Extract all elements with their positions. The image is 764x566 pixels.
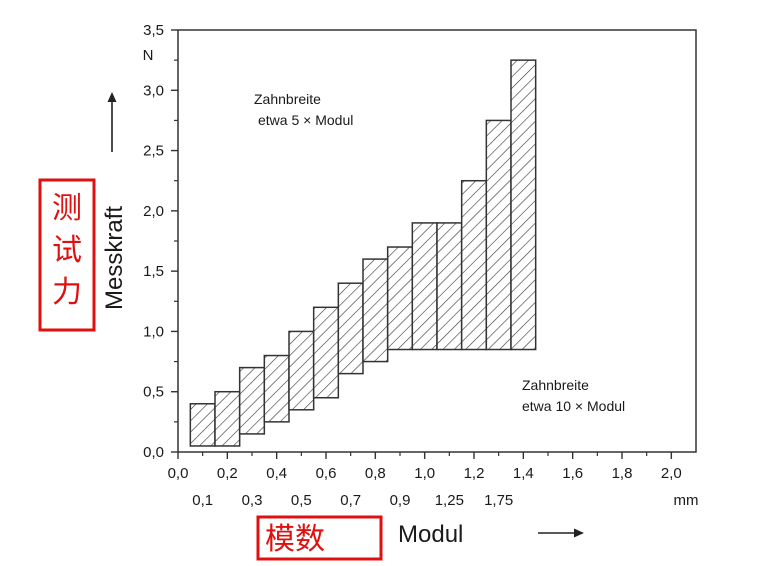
y-axis-arrow — [107, 92, 117, 152]
secondary-x-label: 1,25 — [435, 492, 464, 509]
x-tick-label: 0,4 — [266, 465, 287, 482]
svg-text:etwa 5 × Modul: etwa 5 × Modul — [258, 112, 353, 128]
secondary-x-label: 0,9 — [390, 492, 411, 509]
bar-0,2 — [214, 390, 241, 447]
y-tick-label: 3,0 — [143, 82, 164, 99]
y-axis-title: Messkraft — [101, 206, 128, 310]
y-tick-label: 1,0 — [143, 323, 164, 340]
bar-1 — [411, 222, 438, 351]
x-tick-label: 0,8 — [365, 465, 386, 482]
x-tick-label: 1,2 — [464, 465, 485, 482]
bars-group — [189, 59, 537, 447]
x-axis-title: Modul — [398, 521, 463, 548]
x-ticks: 0,0 0,2 0,4 0,6 0,8 1,0 1,2 1,4 1,6 1,8 2,0 — [168, 452, 682, 482]
y-tick-label: 0,5 — [143, 384, 164, 401]
secondary-x-label: 0,1 — [192, 492, 213, 509]
svg-text:Zahnbreite: Zahnbreite — [254, 91, 321, 107]
svg-text:Zahnbreite: Zahnbreite — [522, 377, 589, 393]
svg-text:测: 测 — [52, 191, 82, 226]
secondary-x-labels: 0,1 0,3 0,5 0,7 0,9 1,25 1,75 — [192, 492, 513, 509]
svg-text:试: 试 — [52, 233, 82, 268]
annotation-bottom: Zahnbreite etwa 10 × Modul — [522, 377, 625, 414]
y-tick-label: 2,5 — [143, 143, 164, 160]
y-tick-label: 0,0 — [143, 444, 164, 461]
x-tick-label: 1,8 — [612, 465, 633, 482]
bar-0,8 — [362, 258, 389, 363]
svg-text:力: 力 — [52, 275, 82, 310]
x-tick-label: 2,0 — [661, 465, 682, 482]
bar-1,25 — [436, 222, 463, 351]
bar-0,1 — [189, 403, 216, 447]
annotation-top: Zahnbreite etwa 5 × Modul — [254, 91, 353, 128]
bar-1,5 — [460, 179, 488, 351]
x-tick-label: 0,2 — [217, 465, 238, 482]
bar-1,75 — [485, 119, 512, 351]
secondary-x-label: 0,5 — [291, 492, 312, 509]
svg-text:etwa 10 × Modul: etwa 10 × Modul — [522, 398, 625, 414]
x-tick-label: 1,0 — [414, 465, 435, 482]
x-secondary-unit-label: mm — [674, 492, 699, 509]
bar-0,6 — [312, 306, 340, 399]
y-tick-label: 2,0 — [143, 203, 164, 220]
bar-0,9 — [386, 246, 414, 351]
secondary-x-label: 0,7 — [340, 492, 361, 509]
bar-0,7 — [337, 282, 364, 375]
y-unit-label: N — [143, 47, 154, 64]
x-tick-label: 1,4 — [513, 465, 534, 482]
x-tick-label: 1,6 — [562, 465, 583, 482]
y-tick-label: 1,5 — [143, 263, 164, 280]
x-tick-label: 0,6 — [316, 465, 337, 482]
secondary-x-label: 1,75 — [484, 492, 513, 509]
bar-0,3 — [238, 366, 266, 435]
svg-text:模数: 模数 — [265, 522, 325, 557]
y-tick-label: 3,5 — [143, 22, 164, 39]
bar-0,5 — [288, 330, 315, 411]
x-axis-arrow — [538, 528, 584, 538]
ylabel-cn-box: 测 试 力 — [38, 178, 96, 332]
y-ticks: 0,0 0,5 1,0 1,5 2,0 2,5 3,0 3,5 — [143, 22, 178, 461]
secondary-x-label: 0,3 — [242, 492, 263, 509]
x-tick-label: 0,0 — [168, 465, 189, 482]
xlabel-cn-box: 模数 — [256, 515, 383, 561]
bar-0,4 — [263, 354, 290, 423]
bar-2 — [510, 59, 537, 351]
